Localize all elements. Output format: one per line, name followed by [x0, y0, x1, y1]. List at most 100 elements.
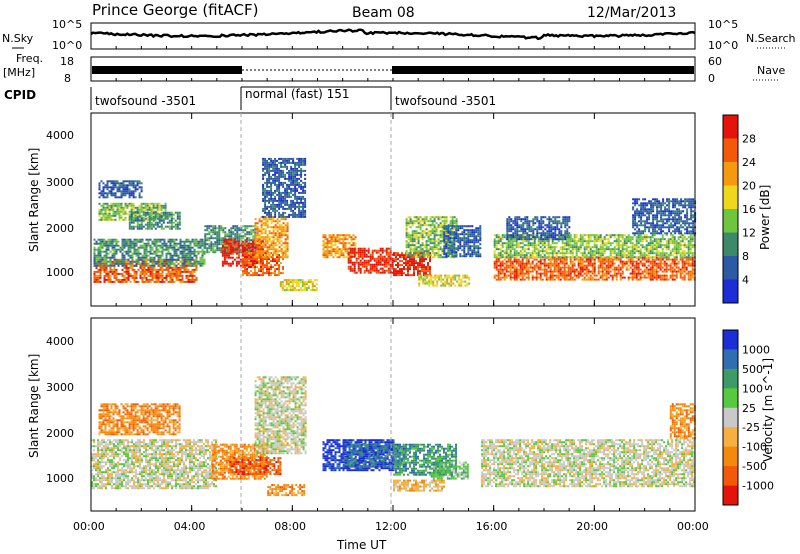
- power-cell: [410, 226, 412, 228]
- power-cell: [122, 257, 124, 259]
- nave-label: Nave: [757, 64, 785, 77]
- power-cell: [452, 283, 454, 285]
- power-cell: [300, 198, 302, 200]
- power-cell: [333, 250, 335, 252]
- power-cell: [283, 246, 285, 248]
- power-cell: [393, 258, 395, 260]
- power-cell: [126, 245, 128, 247]
- power-cell: [200, 247, 202, 249]
- power-cell: [275, 248, 277, 250]
- power-cell: [420, 277, 422, 279]
- power-cell: [140, 245, 142, 247]
- power-cell: [449, 237, 451, 239]
- power-cell: [152, 271, 154, 273]
- power-cell: [106, 279, 108, 281]
- power-cell: [259, 254, 261, 256]
- power-cell: [432, 224, 434, 226]
- power-cell: [100, 255, 102, 257]
- cpid-panel: CPID twofsound -3501 normal (fast) 151 t…: [4, 87, 496, 110]
- power-cell: [222, 231, 224, 233]
- power-cell: [150, 281, 152, 283]
- power-cell: [147, 212, 149, 214]
- power-cell: [429, 272, 431, 274]
- power-cell: [113, 188, 115, 190]
- power-cell: [362, 264, 364, 266]
- power-cell: [341, 242, 343, 244]
- power-cell: [198, 247, 200, 249]
- power-cell: [410, 250, 412, 252]
- power-cell: [270, 170, 272, 172]
- power-cell: [426, 228, 428, 230]
- power-cell: [154, 277, 156, 279]
- power-cell: [162, 275, 164, 277]
- power-cell: [276, 274, 278, 276]
- power-cell: [238, 241, 240, 243]
- power-cell: [106, 263, 108, 265]
- power-cell: [264, 264, 266, 266]
- power-cell: [440, 277, 442, 279]
- power-cell: [335, 250, 337, 252]
- power-cell: [111, 194, 113, 196]
- power-cell: [266, 264, 268, 266]
- power-cell: [230, 247, 232, 249]
- power-cell: [202, 261, 204, 263]
- power-cell: [276, 160, 278, 162]
- power-cell: [114, 259, 116, 261]
- power-cell: [103, 217, 105, 219]
- power-cell: [244, 252, 246, 254]
- power-cell: [281, 230, 283, 232]
- power-cell: [276, 204, 278, 206]
- power-cell: [266, 168, 268, 170]
- power-cell: [282, 172, 284, 174]
- power-cell: [282, 186, 284, 188]
- power-cell: [345, 242, 347, 244]
- power-cell: [236, 261, 238, 263]
- power-cell: [98, 281, 100, 283]
- power-cell: [424, 283, 426, 285]
- power-cell: [425, 258, 427, 260]
- power-cell: [108, 253, 110, 255]
- power-cell: [220, 229, 222, 231]
- power-cell: [270, 268, 272, 270]
- power-cell: [254, 268, 256, 270]
- power-cell: [196, 243, 198, 245]
- power-cell: [430, 277, 432, 279]
- power-cell: [304, 214, 306, 216]
- power-cell: [278, 258, 280, 260]
- power-cell: [130, 247, 132, 249]
- power-cell: [122, 259, 124, 261]
- power-cell: [246, 225, 248, 227]
- power-cell: [156, 269, 158, 271]
- power-cell: [422, 254, 424, 256]
- power-cell: [212, 247, 214, 249]
- power-cell: [284, 166, 286, 168]
- power-cell: [268, 176, 270, 178]
- power-cell: [286, 186, 288, 188]
- power-cell: [270, 260, 272, 262]
- power-cell: [129, 214, 131, 216]
- power-cell: [280, 192, 282, 194]
- power-cell: [100, 281, 102, 283]
- nsky-label: N.Sky: [2, 32, 34, 45]
- power-cell: [302, 198, 304, 200]
- power-cell: [244, 254, 246, 256]
- power-cell: [155, 214, 157, 216]
- power-cell: [278, 176, 280, 178]
- power-cell: [206, 229, 208, 231]
- power-cell: [282, 160, 284, 162]
- power-cell: [146, 255, 148, 257]
- power-cell: [244, 270, 246, 272]
- power-cell: [135, 190, 137, 192]
- power-cell: [130, 257, 132, 259]
- power-cell: [263, 256, 265, 258]
- power-cell: [94, 279, 96, 281]
- power-cell: [282, 272, 284, 274]
- power-cell: [273, 232, 275, 234]
- power-cell: [139, 224, 141, 226]
- power-cell: [145, 203, 147, 205]
- power-cell: [266, 186, 268, 188]
- power-cell: [114, 271, 116, 273]
- power-cell: [296, 164, 298, 166]
- power-cell: [257, 230, 259, 232]
- power-cell: [416, 254, 418, 256]
